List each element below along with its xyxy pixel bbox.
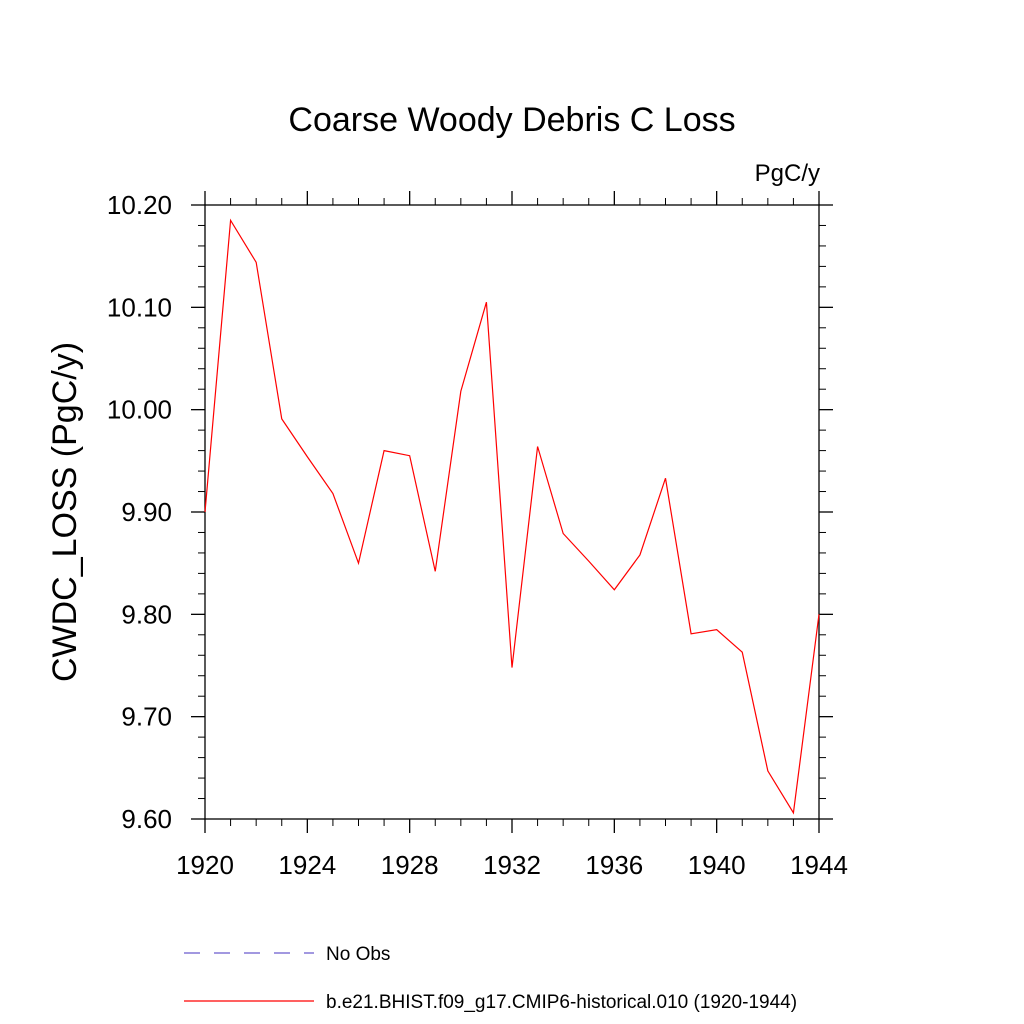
- x-tick-label: 1940: [688, 850, 746, 880]
- y-tick-label: 10.20: [107, 190, 172, 220]
- x-tick-label: 1932: [483, 850, 541, 880]
- y-tick-label: 9.80: [121, 599, 172, 629]
- y-tick-label: 10.00: [107, 395, 172, 425]
- y-axis-label: CWDC_LOSS (PgC/y): [46, 342, 84, 682]
- axis-ticks: [191, 191, 833, 833]
- legend-label-0: No Obs: [326, 944, 390, 965]
- axis-tick-labels: 1920 1924 1928 1932 1936 1940 1944 9.60 9.70 9.80…: [107, 190, 848, 880]
- chart-title: Coarse Woody Debris C Loss: [288, 101, 735, 139]
- x-tick-label: 1920: [176, 850, 234, 880]
- x-tick-label: 1936: [585, 850, 643, 880]
- y-tick-label: 10.10: [107, 292, 172, 322]
- legend-label-1: b.e21.BHIST.f09_g17.CMIP6-historical.010…: [326, 992, 797, 1013]
- x-tick-label: 1924: [278, 850, 336, 880]
- x-tick-label: 1944: [790, 850, 848, 880]
- units-label: PgC/y: [755, 160, 820, 187]
- plot-frame: [204, 204, 820, 820]
- y-tick-label: 9.90: [121, 497, 172, 527]
- series-group: [204, 218, 820, 815]
- legend: No Obs b.e21.BHIST.f09_g17.CMIP6-historic…: [184, 944, 797, 1013]
- series-line-0: [204, 218, 820, 815]
- x-tick-label: 1928: [381, 850, 439, 880]
- y-tick-label: 9.60: [121, 804, 172, 834]
- y-tick-label: 9.70: [121, 702, 172, 732]
